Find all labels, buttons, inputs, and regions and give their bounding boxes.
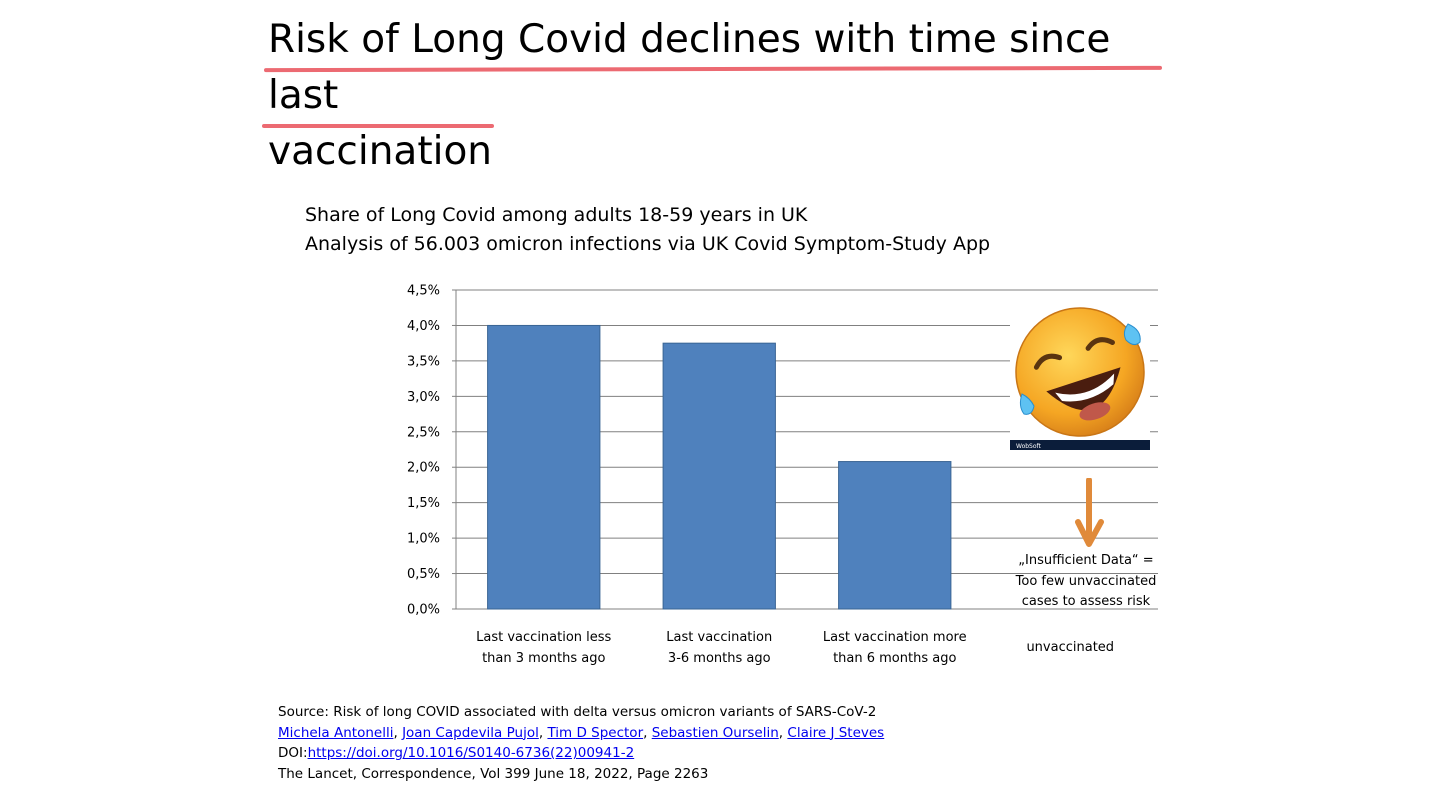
y-tick-label: 3,0% bbox=[407, 390, 440, 405]
y-tick-label: 2,5% bbox=[407, 425, 440, 440]
x-category-label: 3-6 months ago bbox=[668, 651, 771, 666]
insufficient-data-note: „Insufficient Data“ = Too few unvaccinat… bbox=[1002, 551, 1170, 613]
emoji-caption: WobSoft bbox=[1016, 443, 1042, 450]
note-line-2: Too few unvaccinated bbox=[1015, 573, 1157, 589]
author-link[interactable]: Tim D Spector bbox=[547, 724, 644, 741]
x-category-label: unvaccinated bbox=[1026, 640, 1114, 655]
chart-title: Share of Long Covid among adults 18-59 y… bbox=[305, 204, 808, 226]
y-tick-label: 4,5% bbox=[407, 284, 440, 299]
author-link[interactable]: Claire J Steves bbox=[787, 724, 885, 741]
laughing-crying-emoji: WobSoft bbox=[1010, 302, 1150, 452]
doi-link[interactable]: https://doi.org/10.1016/S0140-6736(22)00… bbox=[307, 745, 635, 761]
x-category-label: Last vaccination more bbox=[823, 630, 967, 645]
source-block: Source: Risk of long COVID associated wi… bbox=[278, 702, 884, 784]
y-tick-label: 1,5% bbox=[407, 496, 440, 511]
author-link[interactable]: Sebastien Ourselin bbox=[651, 724, 779, 741]
source-title: Source: Risk of long COVID associated wi… bbox=[278, 704, 877, 720]
y-tick-label: 4,0% bbox=[407, 319, 440, 334]
title-underline-2 bbox=[262, 124, 494, 128]
x-category-label: Last vaccination bbox=[666, 630, 772, 645]
y-tick-label: 2,0% bbox=[407, 461, 440, 476]
bar bbox=[662, 342, 776, 610]
x-category-label: Last vaccination less bbox=[476, 630, 611, 645]
x-category-label: than 3 months ago bbox=[482, 651, 605, 666]
note-line-3: cases to assess risk bbox=[1021, 594, 1151, 609]
doi-line: DOI:https://doi.org/10.1016/S0140-6736(2… bbox=[278, 743, 884, 764]
chart-subtitle: Analysis of 56.003 omicron infections vi… bbox=[305, 233, 991, 255]
author-link[interactable]: Joan Capdevila Pujol bbox=[402, 724, 539, 741]
y-tick-label: 1,0% bbox=[407, 532, 440, 547]
y-tick-label: 0,5% bbox=[407, 567, 440, 582]
slide-title: Risk of Long Covid declines with time si… bbox=[268, 12, 1188, 180]
slide-title-line-1: Risk of Long Covid declines with time si… bbox=[268, 17, 1111, 118]
arrow-down-icon bbox=[1075, 478, 1104, 547]
author-link[interactable]: Michela Antonelli bbox=[278, 724, 394, 741]
citation: The Lancet, Correspondence, Vol 399 June… bbox=[278, 765, 709, 782]
y-tick-label: 3,5% bbox=[407, 354, 440, 369]
slide-title-line-2: vaccination bbox=[268, 129, 493, 174]
x-category-label: than 6 months ago bbox=[833, 651, 956, 666]
author-list: Michela Antonelli, Joan Capdevila Pujol,… bbox=[278, 724, 885, 741]
note-line-1: „Insufficient Data“ = bbox=[1018, 553, 1154, 568]
bar-chart: 0,0% 0,5% 1,0% 1,5% 2,0% 2,5% 3,0% 3,5% 4,0% 4,5%… bbox=[407, 284, 1158, 666]
bar bbox=[838, 461, 952, 610]
y-tick-label: 0,0% bbox=[407, 603, 440, 618]
doi-prefix: DOI: bbox=[278, 745, 308, 761]
bar bbox=[487, 324, 601, 610]
